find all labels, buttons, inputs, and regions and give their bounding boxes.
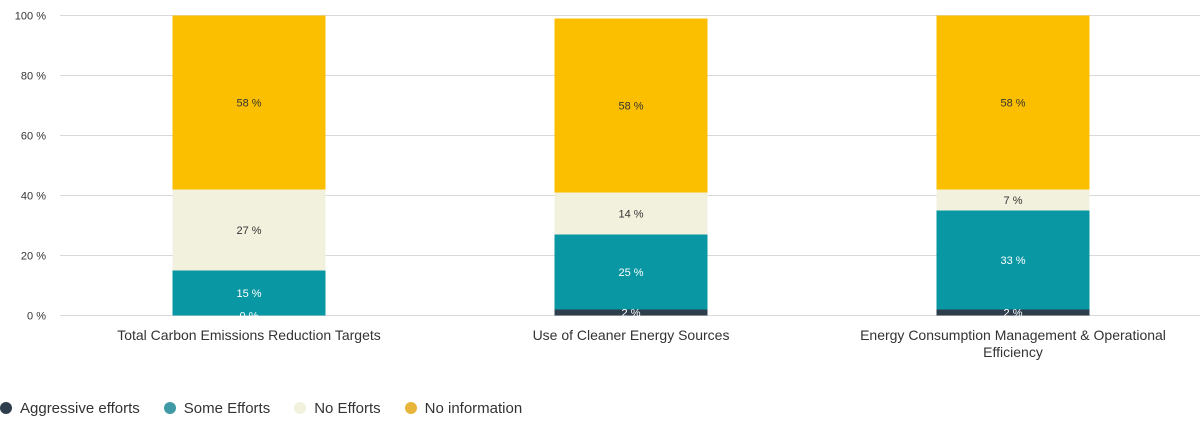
bar-segment[interactable] xyxy=(172,15,326,190)
y-axis: 0 % 20 % 40 % 60 % 80 % 100 % xyxy=(15,11,46,323)
x-tick-label-line: Efficiency xyxy=(983,344,1043,360)
data-label: 2 % xyxy=(1004,308,1023,320)
x-tick-label: Total Carbon Emissions Reduction Targets xyxy=(117,327,381,343)
data-label: 14 % xyxy=(618,209,643,221)
legend-label: Some Efforts xyxy=(183,399,271,417)
legend-marker xyxy=(404,402,417,414)
legend-label: No information xyxy=(424,399,523,417)
legend-item-some-efforts[interactable]: Some Efforts xyxy=(163,399,271,417)
bar-segment[interactable] xyxy=(936,210,1090,310)
bar-segment[interactable] xyxy=(554,234,708,310)
legend-marker xyxy=(163,402,176,414)
legend-item-no-efforts[interactable]: No Efforts xyxy=(294,399,381,417)
bar-segment[interactable] xyxy=(936,309,1090,316)
chart-legend: Aggressive efforts Some Efforts No Effor… xyxy=(0,395,546,421)
y-tick-label: 100 % xyxy=(15,11,46,23)
bar-segment[interactable] xyxy=(554,192,708,235)
x-tick-label-line: Total Carbon Emissions Reduction Targets xyxy=(117,327,381,343)
x-axis: Total Carbon Emissions Reduction Targets… xyxy=(117,327,1166,360)
data-label: 7 % xyxy=(1004,195,1023,207)
data-label: 33 % xyxy=(1000,255,1025,267)
bar-segment[interactable] xyxy=(936,15,1090,190)
bars xyxy=(172,15,1090,316)
legend-label: Aggressive efforts xyxy=(20,399,140,417)
data-label: 0 % xyxy=(240,311,259,323)
legend-item-aggressive-efforts[interactable]: Aggressive efforts xyxy=(0,400,140,417)
data-label: 15 % xyxy=(236,288,261,300)
bar-segment[interactable] xyxy=(172,189,326,271)
bar-segment[interactable] xyxy=(172,270,326,316)
legend-marker xyxy=(294,402,307,414)
data-label: 58 % xyxy=(236,98,261,110)
x-tick-label-line: Use of Cleaner Energy Sources xyxy=(533,327,730,343)
bar-segment[interactable] xyxy=(936,189,1090,211)
data-label: 58 % xyxy=(1000,98,1025,110)
data-labels: 0 % 15 % 27 % 58 % 2 % 25 % 14 % 58 % 2 % 33 % 7 %… xyxy=(236,98,1025,323)
legend-label: No Efforts xyxy=(314,399,381,417)
legend-item-no-information[interactable]: No information xyxy=(404,399,523,417)
x-tick-label: Use of Cleaner Energy Sources xyxy=(533,327,730,343)
stacked-bar-chart: 0 % 20 % 40 % 60 % 80 % 100 % 0 % 15 % 27 % 58 %… xyxy=(15,11,1200,360)
bar-segment[interactable] xyxy=(554,18,708,193)
data-label: 2 % xyxy=(622,308,641,320)
data-label: 58 % xyxy=(618,101,643,113)
y-tick-label: 40 % xyxy=(21,191,46,203)
data-label: 25 % xyxy=(618,267,643,279)
x-tick-label-line: Energy Consumption Management & Operatio… xyxy=(860,327,1166,343)
data-label: 27 % xyxy=(236,225,261,237)
y-tick-label: 60 % xyxy=(21,131,46,143)
y-tick-label: 80 % xyxy=(21,71,46,83)
legend-marker xyxy=(0,402,12,414)
x-tick-label: Energy Consumption Management & Operatio… xyxy=(860,327,1166,360)
bar-segment[interactable] xyxy=(554,309,708,316)
y-tick-label: 20 % xyxy=(21,251,46,263)
y-tick-label: 0 % xyxy=(27,311,46,323)
